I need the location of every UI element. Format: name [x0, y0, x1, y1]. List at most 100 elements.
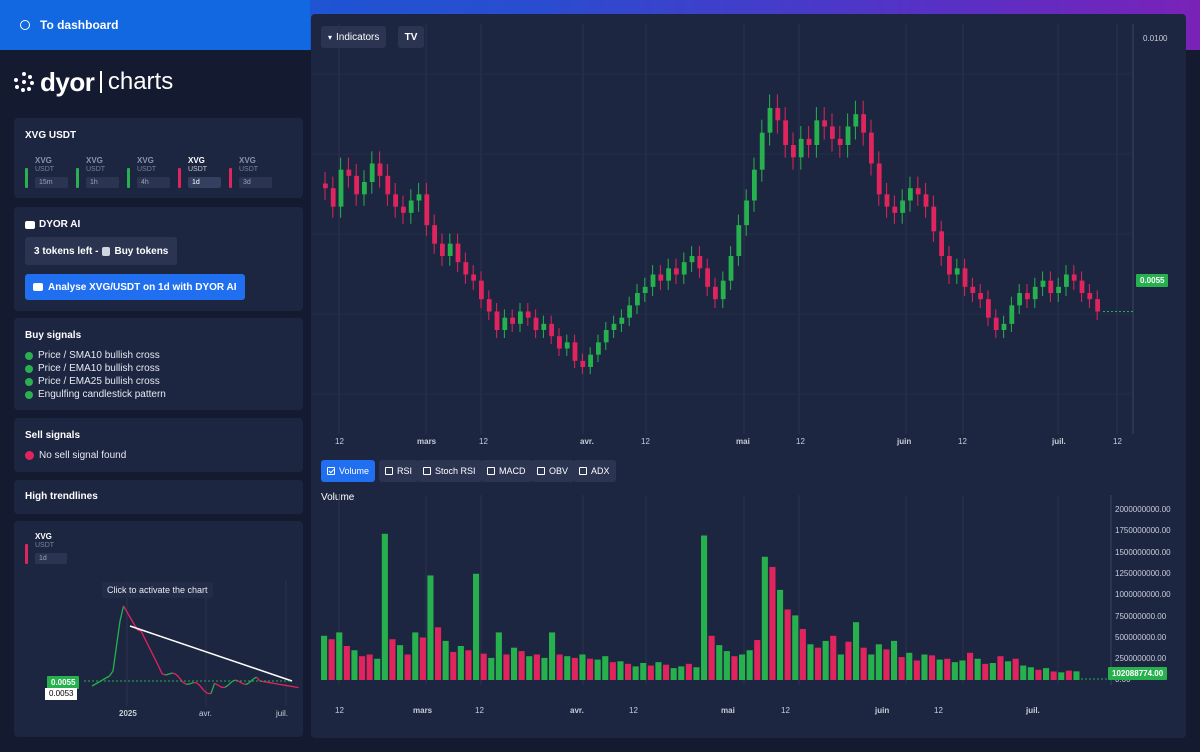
checkbox-icon — [487, 467, 495, 475]
timeframe-3d[interactable]: XVG USDT 3d — [229, 156, 272, 188]
candle — [1025, 293, 1030, 300]
x-tick-label: 12 — [629, 706, 638, 715]
volume-bar — [503, 654, 510, 680]
toggle-stoch-rsi[interactable]: Stoch RSI — [417, 460, 482, 482]
mini-price-segment — [179, 677, 184, 683]
toggle-label: OBV — [549, 466, 569, 476]
tradingview-logo[interactable]: TV — [398, 26, 424, 48]
mini-price-segment — [266, 681, 271, 684]
candle — [1056, 286, 1061, 293]
volume-bar — [723, 651, 730, 680]
candle — [962, 268, 968, 287]
trendlines-card[interactable]: High trendlines — [14, 480, 303, 514]
buy-signal-item: Price / EMA10 bullish cross — [25, 362, 166, 375]
volume-bar — [1050, 671, 1057, 680]
candle — [541, 323, 547, 330]
chart-panel — [311, 14, 1186, 738]
candle — [369, 163, 375, 182]
candle — [401, 206, 406, 213]
volume-bar — [640, 663, 647, 680]
volume-bar — [739, 654, 746, 680]
volume-bar — [389, 639, 396, 680]
candle — [798, 138, 804, 158]
indicators-button[interactable]: ▾ Indicators — [321, 26, 387, 48]
mini-price-segment — [291, 685, 296, 688]
sell-signals-card: Sell signals No sell signal found — [14, 418, 303, 472]
mini-chart-card[interactable]: XVG USDT 1d — [14, 521, 303, 737]
candle — [510, 317, 515, 324]
candle — [783, 120, 788, 145]
to-dashboard-link[interactable]: To dashboard — [0, 0, 310, 50]
toggle-volume[interactable]: Volume — [321, 460, 376, 482]
mini-price-segment — [172, 672, 177, 675]
toggle-macd[interactable]: MACD — [481, 460, 532, 482]
volume-bar — [1020, 665, 1027, 680]
timeframe-color-bar — [76, 168, 79, 188]
price-chart-svg[interactable] — [311, 14, 1186, 444]
volume-bar — [564, 656, 571, 680]
volume-bar — [716, 645, 723, 680]
volume-bar — [906, 652, 913, 680]
x-tick-label: 12 — [796, 437, 805, 446]
mini-price-segment — [270, 682, 275, 685]
candle — [884, 194, 890, 207]
timeframe-color-bar — [178, 168, 181, 188]
analyse-label: Analyse XVG/USDT on 1d with DYOR AI — [48, 281, 237, 293]
candle — [1048, 280, 1054, 293]
candle — [479, 280, 484, 300]
logo-sub: charts — [107, 68, 174, 95]
logo-brand: dyor — [40, 66, 95, 97]
robot-icon — [33, 283, 43, 291]
timeframe-symbol: XVG — [86, 156, 103, 165]
analyse-ai-button[interactable]: Analyse XVG/USDT on 1d with DYOR AI — [25, 274, 245, 300]
toggle-adx[interactable]: ADX — [573, 460, 616, 482]
volume-bar — [860, 647, 867, 680]
volume-chart-svg[interactable] — [311, 490, 1186, 720]
volume-bar — [495, 632, 502, 680]
mini-price-segment — [157, 665, 163, 675]
timeframe-1h[interactable]: XVG USDT 1h — [76, 156, 119, 188]
mini-price-segment — [140, 630, 146, 639]
candle — [814, 120, 820, 145]
mini-price-segment — [182, 681, 187, 685]
candle — [533, 317, 539, 330]
mini-price-segment — [119, 605, 125, 622]
toggle-rsi[interactable]: RSI — [379, 460, 419, 482]
volume-bar — [769, 566, 776, 680]
timeframe-quote: USDT — [35, 166, 55, 173]
mini-price-segment — [217, 684, 222, 688]
mini-chart-svg[interactable] — [14, 521, 303, 737]
candle — [759, 132, 765, 170]
x-tick-label: mai — [721, 706, 735, 715]
volume-bar — [427, 575, 434, 680]
candle — [619, 317, 625, 324]
candle — [346, 169, 352, 176]
smile-icon — [25, 364, 33, 373]
timeframe-4h[interactable]: XVG USDT 4h — [127, 156, 170, 188]
x-tick-label: mars — [413, 706, 433, 715]
candle — [1079, 280, 1085, 293]
mini-price-segment — [238, 680, 243, 685]
buy-tokens-button[interactable]: 3 tokens left - Buy tokens — [25, 237, 178, 265]
candle — [674, 268, 679, 275]
volume-bar — [442, 640, 449, 680]
volume-bar — [891, 640, 898, 680]
candle — [1071, 274, 1077, 281]
toggle-obv[interactable]: OBV — [531, 460, 575, 482]
sell-signal-label: No sell signal found — [39, 450, 127, 461]
candle — [908, 188, 913, 201]
timeframe-1d[interactable]: XVG USDT 1d — [178, 156, 221, 188]
volume-bar — [807, 644, 814, 680]
volume-y-tick-label: 1750000000.00 — [1115, 526, 1171, 536]
candle — [900, 200, 905, 213]
timeframe-label: 1h — [86, 177, 119, 188]
pair-card: XVG USDT XVG USDT 15m XVG USDT 1h XVG US… — [14, 118, 303, 198]
volume-bar — [845, 641, 852, 680]
dyor-charts-logo[interactable]: dyor charts — [14, 66, 174, 97]
volume-bar — [815, 647, 822, 680]
buy-signals-card: Buy signals Price / SMA10 bullish cross … — [14, 318, 303, 410]
timeframe-quote: USDT — [239, 166, 259, 173]
candle — [1009, 305, 1015, 324]
timeframe-15m[interactable]: XVG USDT 15m — [25, 156, 68, 188]
mini-price-segment — [277, 683, 282, 686]
